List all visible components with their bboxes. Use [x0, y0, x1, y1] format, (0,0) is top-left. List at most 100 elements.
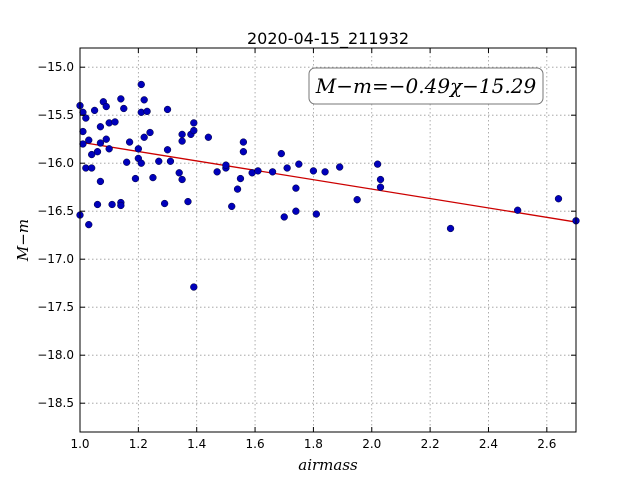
data-point — [149, 173, 157, 182]
data-point — [204, 133, 213, 141]
x-tick-label: 2.4 — [479, 437, 498, 451]
data-point — [236, 174, 245, 183]
grid — [79, 48, 576, 432]
data-point — [123, 158, 131, 166]
data-point — [353, 196, 361, 204]
data-point — [155, 157, 163, 165]
data-point — [102, 135, 110, 143]
data-point — [79, 140, 87, 148]
y-tick-label: −17.0 — [37, 252, 74, 266]
data-point — [376, 183, 385, 191]
annotation-text: M−m=−0.49χ−15.29 — [315, 74, 537, 98]
x-tick-label: 1.2 — [129, 437, 148, 451]
data-point — [79, 127, 87, 136]
chart-title: 2020-04-15_211932 — [247, 29, 409, 49]
data-point — [554, 195, 563, 203]
data-point — [143, 107, 151, 116]
y-axis-label: M−m — [14, 219, 32, 262]
data-point — [268, 168, 277, 176]
data-point — [105, 145, 113, 153]
data-point — [446, 224, 455, 233]
data-point — [239, 148, 248, 156]
x-tick-label: 1.8 — [304, 437, 323, 451]
data-point — [373, 160, 382, 168]
data-point — [163, 146, 172, 154]
data-point — [120, 104, 128, 113]
data-point — [93, 148, 102, 156]
data-point — [111, 118, 119, 126]
data-point — [213, 168, 221, 176]
y-tick-label: −15.0 — [37, 60, 74, 74]
data-point — [131, 174, 140, 183]
ticks — [79, 48, 576, 432]
data-point — [117, 201, 125, 210]
y-tick-label: −15.5 — [37, 108, 74, 122]
data-point — [277, 149, 285, 158]
x-tick-label: 1.0 — [70, 437, 89, 451]
data-point — [190, 283, 198, 291]
data-point — [280, 213, 288, 221]
data-point — [140, 133, 148, 141]
data-point — [88, 164, 96, 172]
data-point — [175, 169, 183, 177]
data-point — [108, 200, 116, 209]
data-point — [90, 106, 99, 115]
x-tick-label: 2.6 — [537, 437, 556, 451]
data-point — [178, 130, 186, 139]
data-point — [85, 220, 93, 229]
data-point — [222, 161, 230, 169]
data-point — [228, 202, 236, 211]
data-point — [336, 163, 344, 171]
y-tick-label: −18.0 — [37, 348, 74, 362]
data-point — [163, 105, 172, 114]
data-point — [96, 123, 105, 131]
data-point — [254, 167, 262, 175]
data-point — [184, 197, 192, 206]
fit-line-segment — [79, 141, 577, 223]
data-point — [513, 206, 522, 214]
fit-line — [79, 141, 577, 223]
x-tick-label: 2.0 — [362, 437, 381, 451]
data-point — [96, 177, 105, 186]
data-point — [376, 175, 385, 184]
data-point — [321, 168, 329, 176]
data-points — [76, 80, 580, 291]
data-point — [295, 160, 303, 168]
fit-annotation: M−m=−0.49χ−15.29 — [308, 67, 544, 105]
data-point — [102, 102, 110, 111]
x-tick-label: 2.2 — [421, 437, 440, 451]
data-point — [125, 138, 134, 146]
data-point — [85, 136, 93, 144]
y-tick-labels: −15.0 −15.5 −16.0 −16.5 −17.0 −17.5 −18.0 −18.5 — [37, 60, 74, 410]
y-tick-label: −17.5 — [37, 300, 74, 314]
data-point — [178, 175, 186, 184]
data-point — [309, 167, 318, 175]
data-point — [93, 200, 102, 209]
data-point — [96, 139, 105, 147]
x-tick-label: 1.6 — [246, 437, 265, 451]
data-point — [166, 157, 175, 165]
data-point — [292, 184, 300, 192]
data-point — [190, 119, 198, 127]
data-point — [239, 138, 248, 146]
data-point — [134, 145, 143, 153]
plot-frame — [79, 47, 577, 433]
y-tick-label: −16.0 — [37, 156, 74, 170]
data-point — [140, 96, 148, 104]
x-tick-labels: 1.0 1.2 1.4 1.6 1.8 2.0 2.2 2.4 2.6 — [70, 437, 556, 451]
data-point — [312, 210, 320, 218]
data-point — [160, 199, 169, 208]
data-point — [178, 137, 186, 145]
data-point — [146, 128, 154, 137]
data-point — [233, 185, 242, 193]
y-tick-label: −18.5 — [37, 396, 74, 410]
data-point — [137, 159, 145, 167]
y-tick-label: −16.5 — [37, 204, 74, 218]
data-point — [190, 126, 198, 135]
data-point — [117, 95, 125, 103]
data-point — [82, 114, 90, 122]
data-point — [292, 207, 300, 215]
data-point — [283, 164, 291, 172]
x-axis-label: airmass — [298, 456, 358, 474]
